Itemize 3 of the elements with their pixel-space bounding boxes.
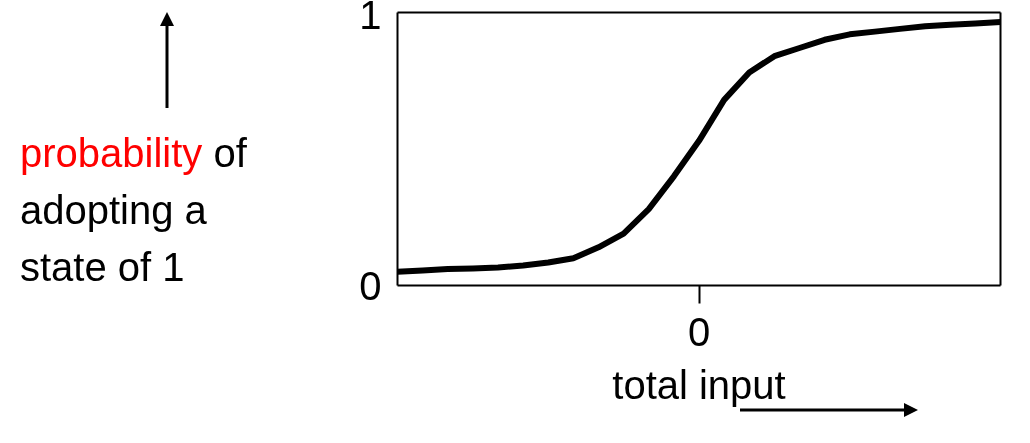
x-axis-title: total input xyxy=(612,362,786,407)
y-axis-title: probability of adopting a state of 1 xyxy=(20,130,247,291)
y-tick-label: 1 xyxy=(359,0,382,37)
